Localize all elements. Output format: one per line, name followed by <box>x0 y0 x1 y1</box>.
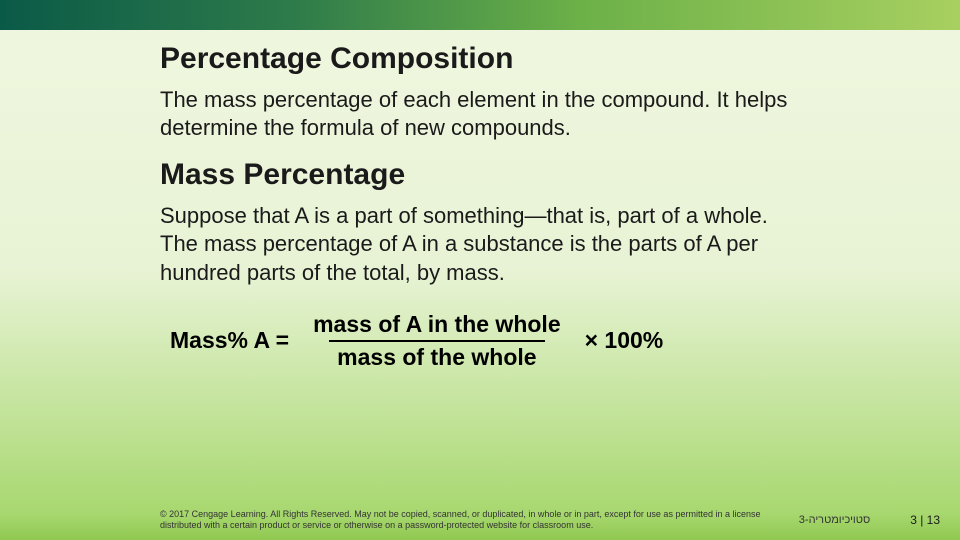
formula-numerator: mass of A in the whole <box>305 311 569 340</box>
formula-fraction: mass of A in the whole mass of the whole <box>305 311 569 371</box>
mass-percent-formula: Mass% A = mass of A in the whole mass of… <box>170 311 890 371</box>
paragraph-percentage-composition: The mass percentage of each element in t… <box>160 86 800 142</box>
formula-tail: × 100% <box>585 327 664 354</box>
formula-lhs: Mass% A = <box>170 327 289 354</box>
heading-mass-percentage: Mass Percentage <box>160 158 890 192</box>
paragraph-mass-percentage-b: The mass percentage of A in a substance … <box>160 230 800 286</box>
chapter-label: 3-סטויכיומטריה <box>799 514 870 526</box>
formula-denominator: mass of the whole <box>329 340 544 371</box>
top-accent-bar <box>0 0 960 30</box>
paragraph-mass-percentage-a: Suppose that A is a part of something—th… <box>160 202 800 230</box>
slide-content: Percentage Composition The mass percenta… <box>0 30 960 371</box>
copyright-text: © 2017 Cengage Learning. All Rights Rese… <box>160 509 779 531</box>
page-number: 3 | 13 <box>910 513 940 527</box>
heading-percentage-composition: Percentage Composition <box>160 42 890 76</box>
slide-footer: © 2017 Cengage Learning. All Rights Rese… <box>0 500 960 540</box>
